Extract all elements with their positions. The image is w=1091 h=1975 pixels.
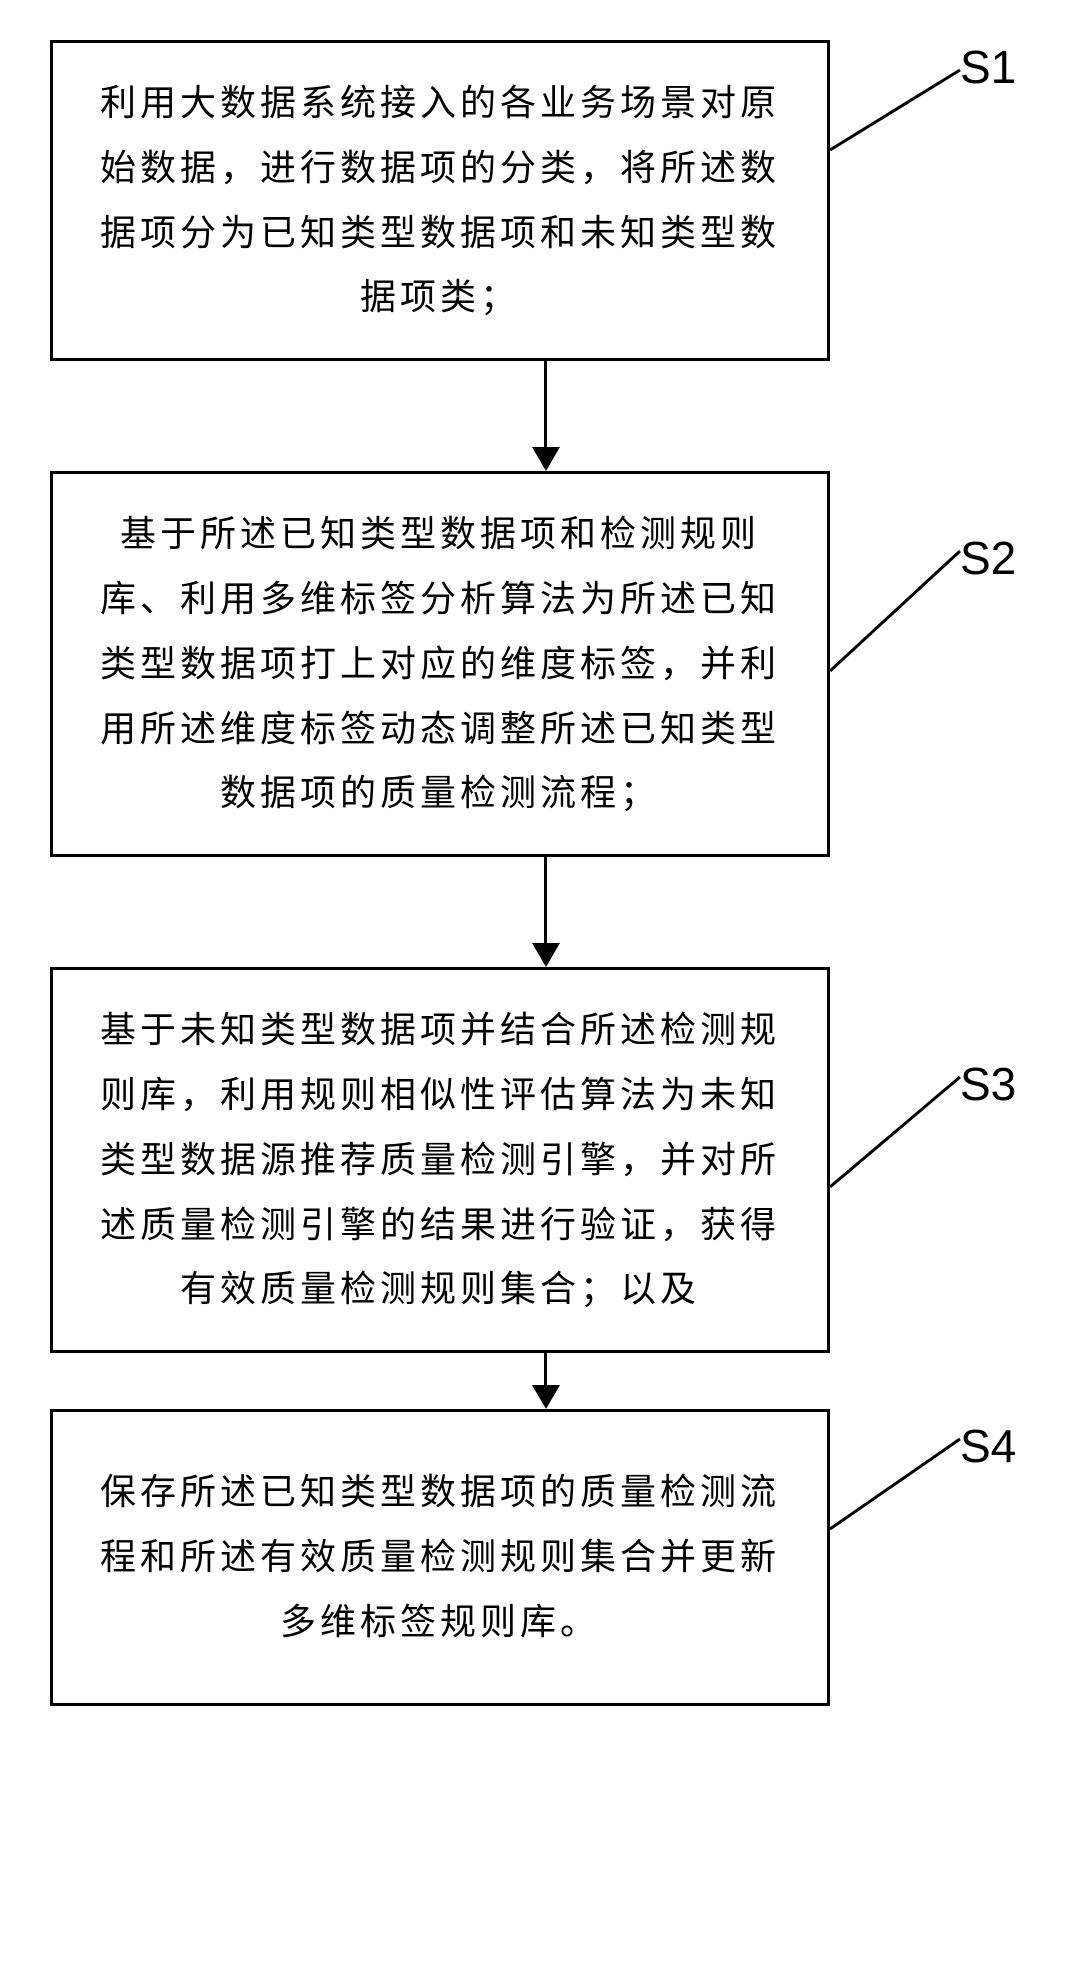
arrow-down-icon bbox=[532, 857, 560, 967]
arrow-line bbox=[544, 361, 547, 447]
arrow-head-icon bbox=[532, 447, 560, 471]
step-box-s3: 基于未知类型数据项并结合所述检测规则库，利用规则相似性评估算法为未知类型数据源推… bbox=[50, 967, 830, 1353]
step-row: 利用大数据系统接入的各业务场景对原始数据，进行数据项的分类，将所述数据项分为已知… bbox=[50, 40, 1041, 361]
arrow-line bbox=[544, 857, 547, 943]
step-row: 基于所述已知类型数据项和检测规则库、利用多维标签分析算法为所述已知类型数据项打上… bbox=[50, 471, 1041, 857]
leader-line bbox=[830, 1067, 990, 1247]
leader-line bbox=[830, 541, 990, 721]
arrow-down-icon bbox=[532, 361, 560, 471]
step-box-s4: 保存所述已知类型数据项的质量检测流程和所述有效质量检测规则集合并更新多维标签规则… bbox=[50, 1409, 830, 1705]
step-row: 保存所述已知类型数据项的质量检测流程和所述有效质量检测规则集合并更新多维标签规则… bbox=[50, 1409, 1041, 1705]
step-text: 基于所述已知类型数据项和检测规则库、利用多维标签分析算法为所述已知类型数据项打上… bbox=[100, 514, 780, 813]
step-text: 保存所述已知类型数据项的质量检测流程和所述有效质量检测规则集合并更新多维标签规则… bbox=[100, 1472, 780, 1642]
flowchart-container: 利用大数据系统接入的各业务场景对原始数据，进行数据项的分类，将所述数据项分为已知… bbox=[50, 40, 1041, 1706]
label-column: S2 bbox=[830, 471, 1016, 585]
leader-line bbox=[830, 60, 990, 180]
label-column: S3 bbox=[830, 967, 1016, 1111]
step-text: 基于未知类型数据项并结合所述检测规则库，利用规则相似性评估算法为未知类型数据源推… bbox=[100, 1010, 780, 1309]
arrow-head-icon bbox=[532, 1385, 560, 1409]
label-column: S4 bbox=[830, 1409, 1016, 1473]
label-column: S1 bbox=[830, 40, 1016, 94]
step-row: 基于未知类型数据项并结合所述检测规则库，利用规则相似性评估算法为未知类型数据源推… bbox=[50, 967, 1041, 1353]
arrow-head-icon bbox=[532, 943, 560, 967]
step-text: 利用大数据系统接入的各业务场景对原始数据，进行数据项的分类，将所述数据项分为已知… bbox=[100, 83, 780, 317]
leader-line bbox=[830, 1429, 990, 1569]
arrow-line bbox=[544, 1353, 547, 1385]
step-box-s2: 基于所述已知类型数据项和检测规则库、利用多维标签分析算法为所述已知类型数据项打上… bbox=[50, 471, 830, 857]
arrow-down-icon bbox=[532, 1353, 560, 1409]
step-box-s1: 利用大数据系统接入的各业务场景对原始数据，进行数据项的分类，将所述数据项分为已知… bbox=[50, 40, 830, 361]
